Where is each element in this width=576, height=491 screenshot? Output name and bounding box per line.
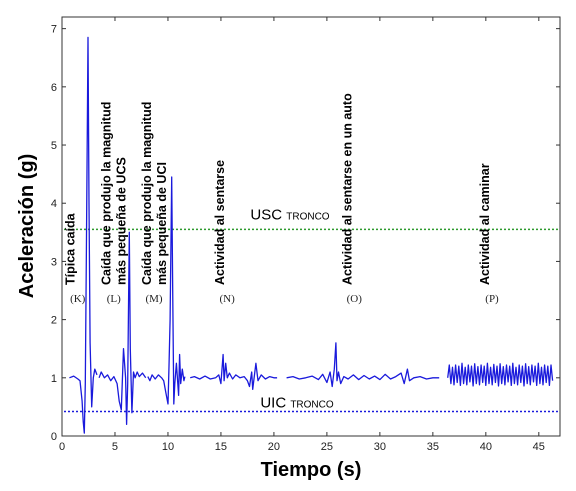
activity-annotation-line: Actividad al sentarse en un auto: [340, 93, 354, 285]
activity-letter: (O): [347, 293, 363, 305]
acceleration-series: [69, 36, 554, 434]
activity-letter: (K): [70, 293, 86, 305]
activity-letter: (P): [485, 293, 499, 305]
x-tick-label: 15: [215, 441, 227, 453]
activity-annotation-line: Caída que produjo la magnitud: [100, 102, 114, 285]
threshold-label-uic: UIC TRONCO: [260, 395, 334, 412]
activity-annotation: Actividad al sentarse en un auto: [340, 93, 354, 285]
x-tick-label: 0: [59, 441, 65, 453]
threshold-label-main: USC: [250, 206, 286, 223]
x-tick-label: 40: [480, 441, 492, 453]
activity-annotation-line: Caída que produjo la magnitud: [140, 102, 154, 285]
activity-annotation-line: Actividad al sentarse: [213, 160, 227, 285]
activity-annotation-line: más pequeña de UCS: [115, 157, 129, 285]
y-tick-label: 2: [51, 315, 57, 327]
activity-letter: (L): [107, 293, 121, 305]
series-segment-n: [190, 353, 278, 391]
x-tick-label: 10: [162, 441, 174, 453]
y-axis-title: Aceleración (g): [16, 154, 38, 298]
y-tick-label: 6: [51, 82, 57, 94]
x-tick-label: 25: [321, 441, 333, 453]
x-tick-label: 5: [112, 441, 118, 453]
threshold-lines: [64, 228, 559, 413]
y-tick-label: 3: [51, 256, 57, 268]
activity-annotation-line: más pequeña de UCI: [155, 162, 169, 285]
threshold-label-sub: TRONCO: [290, 400, 334, 411]
series-segment-l: [98, 231, 147, 426]
y-tick-label: 4: [51, 198, 57, 210]
y-tick-label: 0: [51, 431, 57, 443]
activity-annotation: Actividad al sentarse: [213, 160, 227, 285]
y-tick-label: 7: [51, 24, 57, 36]
plot-frame: [61, 16, 561, 437]
x-tick-label: 30: [374, 441, 386, 453]
threshold-label-sub: TRONCO: [286, 211, 330, 222]
series-segment-k: [69, 36, 98, 434]
activity-annotation-line: Típica caída: [64, 212, 78, 285]
threshold-label-usc: USC TRONCO: [250, 206, 329, 223]
x-tick-label: 20: [268, 441, 280, 453]
x-axis-title: Tiempo (s): [261, 459, 362, 481]
series-segment-m: [147, 176, 186, 405]
activity-annotations: Típica caída (K) Caída que produjo la magn…: [64, 93, 499, 305]
y-tick-label: 1: [51, 373, 57, 385]
activity-letter: (N): [219, 293, 235, 305]
activity-annotation: Caída que produjo la magnitudmás pequeña…: [140, 102, 169, 285]
activity-annotation: Actividad al caminar: [478, 163, 492, 285]
activity-annotation: Caída que produjo la magnitudmás pequeña…: [100, 102, 129, 285]
series-segment-p: [447, 362, 554, 387]
activity-annotation-line: Actividad al caminar: [478, 163, 492, 285]
activity-letter: (M): [145, 293, 162, 305]
x-tick-label: 45: [533, 441, 545, 453]
y-tick-label: 5: [51, 140, 57, 152]
threshold-label-main: UIC: [260, 395, 290, 412]
x-tick-label: 35: [427, 441, 439, 453]
series-segment-o: [286, 342, 440, 388]
activity-annotation: Típica caída: [64, 212, 78, 285]
